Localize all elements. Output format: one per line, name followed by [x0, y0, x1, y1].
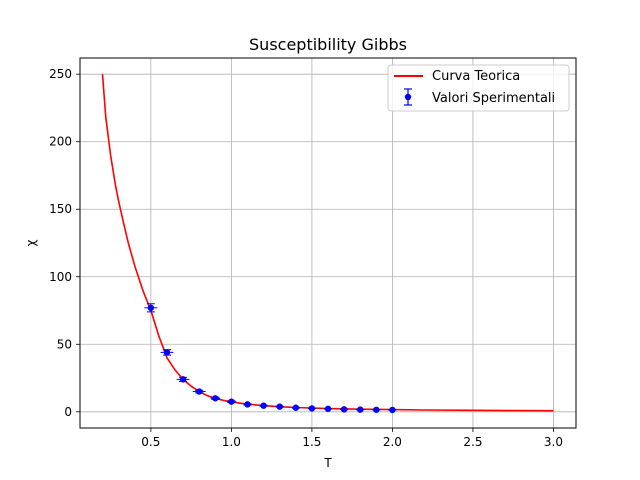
data-marker [373, 406, 380, 413]
data-marker [389, 406, 396, 414]
data-point [192, 388, 206, 395]
data-marker [308, 405, 316, 412]
y-tick-label: 150 [49, 202, 72, 216]
data-point [160, 349, 174, 356]
y-tick-label: 250 [49, 67, 72, 81]
data-point [275, 403, 284, 410]
legend: Curva Teorica Valori Sperimentali [387, 64, 570, 112]
data-point [388, 406, 397, 414]
data-point [210, 395, 221, 402]
ticks: 0.5 1.0 1.5 2.0 2.5 3.0 0 50 100 150 200 250 [49, 67, 563, 449]
data-marker [228, 398, 235, 405]
y-tick-label: 200 [49, 135, 72, 149]
data-point [176, 376, 190, 383]
data-point [356, 406, 365, 413]
data-marker [147, 304, 155, 312]
data-point [259, 402, 268, 409]
plot-area [101, 74, 554, 414]
y-tick-label: 50 [57, 337, 72, 351]
data-point [226, 398, 237, 405]
data-point [144, 303, 158, 313]
x-tick-label: 0.5 [141, 435, 160, 449]
x-tick-label: 3.0 [544, 435, 563, 449]
theoretical-curve-line [101, 74, 554, 412]
data-point [307, 405, 316, 412]
data-marker [292, 404, 299, 411]
axes-frame [79, 57, 577, 429]
data-marker [212, 395, 219, 402]
data-point [372, 406, 381, 413]
data-marker [357, 406, 364, 413]
data-point [291, 404, 300, 411]
data-marker [163, 349, 171, 356]
data-marker [260, 402, 267, 409]
legend-label-valori-sperimentali: Valori Sperimentali [432, 91, 555, 106]
y-axis-label: χ [24, 239, 38, 246]
legend-label-curva-teorica: Curva Teorica [432, 69, 520, 84]
data-point [340, 406, 349, 413]
data-marker [276, 403, 283, 410]
x-tick-label: 1.0 [222, 435, 241, 449]
data-point [243, 401, 252, 408]
x-tick-label: 2.5 [463, 435, 482, 449]
data-marker [340, 406, 348, 413]
data-marker [179, 376, 187, 383]
y-tick-label: 100 [49, 270, 72, 284]
data-point [324, 405, 332, 413]
data-marker [244, 401, 251, 408]
x-tick-label: 2.0 [383, 435, 402, 449]
x-tick-label: 1.5 [302, 435, 321, 449]
y-tick-label: 0 [64, 405, 72, 419]
legend-box [387, 64, 570, 112]
legend-errorbar-swatch [404, 88, 412, 106]
data-marker [324, 405, 332, 413]
x-axis-label: T [323, 456, 332, 470]
data-marker [195, 388, 203, 395]
chart-title: Susceptibility Gibbs [249, 35, 407, 54]
